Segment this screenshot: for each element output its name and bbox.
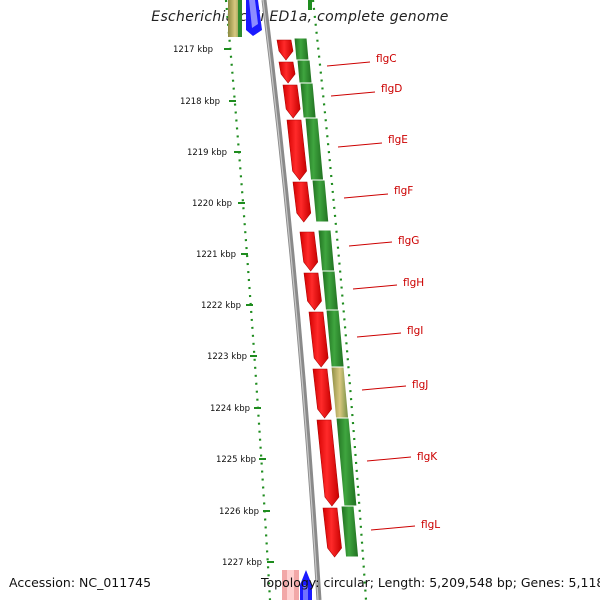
gene-label-flgF[interactable]: flgF [343, 185, 413, 199]
cds-track-segment [335, 417, 358, 507]
gene-flgH[interactable] [303, 270, 340, 311]
genome-backbone [261, 0, 322, 600]
scale-tick: 1223 kbp [207, 352, 257, 362]
gene-arrow[interactable] [278, 61, 296, 84]
bottom-neighbor-features [282, 570, 312, 600]
gene-flgC[interactable] [276, 37, 313, 84]
gene-arrow[interactable] [299, 231, 319, 272]
scale-tick: 1218 kbp [180, 97, 236, 107]
scale-tick-label: 1217 kbp [173, 45, 213, 55]
cds-track-segment [299, 82, 317, 119]
gene-arrow[interactable] [322, 507, 342, 558]
gene-flgG[interactable] [299, 229, 336, 272]
gene-label-flgC[interactable]: flgC [326, 53, 397, 67]
gene-arrow[interactable] [308, 311, 329, 368]
leader-line [361, 385, 407, 391]
top-neighbor-features [228, 0, 312, 37]
scale-tick: 1220 kbp [192, 199, 245, 209]
scale-tick-label: 1224 kbp [210, 404, 250, 414]
accession-text: Accession: NC_011745 [9, 575, 152, 590]
gene-flgE[interactable] [286, 117, 325, 181]
scale-tick: 1224 kbp [210, 404, 261, 414]
gene-arrow[interactable] [292, 181, 312, 223]
gene-label-flgE[interactable]: flgE [337, 134, 408, 148]
leader-line [370, 525, 416, 531]
genome-info-text: Topology: circular; Length: 5,209,548 bp… [261, 575, 600, 590]
leader-line [330, 91, 376, 97]
gene-arrow[interactable] [282, 84, 301, 119]
scale-tick: 1227 kbp [222, 558, 274, 568]
map-title: Escherichia coli ED1a, complete genome [151, 9, 449, 25]
scale-tick-label: 1227 kbp [222, 558, 262, 568]
gene-label-flgL[interactable]: flgL [370, 519, 440, 531]
gene-flgD[interactable] [282, 82, 317, 119]
scale-tick: 1217 kbp [173, 45, 231, 55]
cds-track-segment [304, 117, 325, 181]
gene-flgF[interactable] [292, 179, 330, 223]
gene-label-flgD[interactable]: flgD [330, 83, 402, 97]
scale-tick: 1219 kbp [187, 148, 241, 158]
gene-name-label[interactable]: flgE [388, 134, 408, 146]
gene-labels: flgC flgD flgE flgF flgG flgH flgI flgJ flgK flgL [326, 53, 440, 531]
gene-label-flgK[interactable]: flgK [366, 451, 438, 463]
scale-ticks: 1217 kbp 1218 kbp 1219 kbp 1220 kbp 1221 kbp… [173, 45, 274, 568]
leader-line [348, 241, 393, 247]
scale-tick-label: 1226 kbp [219, 507, 259, 517]
gene-arrow[interactable] [312, 368, 332, 419]
gene-arrow[interactable] [316, 419, 340, 507]
gene-features [276, 37, 360, 558]
gene-name-label[interactable]: flgJ [412, 379, 428, 391]
scale-tick-label: 1221 kbp [196, 250, 236, 260]
scale-tick: 1225 kbp [216, 455, 266, 465]
scale-tick: 1226 kbp [219, 507, 270, 517]
leader-line [352, 284, 398, 290]
cds-track-segment [311, 179, 330, 223]
gene-arrow[interactable] [276, 39, 294, 61]
gene-name-label[interactable]: flgD [381, 83, 402, 95]
leader-line [366, 456, 412, 462]
gene-name-label[interactable]: flgL [421, 519, 440, 531]
leader-line [326, 61, 371, 67]
scale-tick-label: 1222 kbp [201, 301, 241, 311]
cds-track-segment [321, 270, 340, 311]
gene-name-label[interactable]: flgF [394, 185, 413, 197]
gene-label-flgG[interactable]: flgG [348, 235, 419, 247]
cds-track-segment [330, 366, 350, 419]
gene-flgL[interactable] [322, 505, 360, 558]
scale-tick-label: 1219 kbp [187, 148, 227, 158]
leader-line [343, 193, 389, 199]
gene-name-label[interactable]: flgK [417, 451, 438, 463]
gene-arrow[interactable] [286, 119, 307, 181]
scale-tick: 1221 kbp [196, 250, 248, 260]
cds-track-segment [296, 59, 313, 84]
scale-tick-label: 1223 kbp [207, 352, 247, 362]
cds-track-segment [293, 37, 310, 61]
gene-flgI[interactable] [308, 309, 345, 368]
gene-label-flgJ[interactable]: flgJ [361, 379, 428, 391]
gene-name-label[interactable]: flgG [398, 235, 419, 247]
scale-tick: 1222 kbp [201, 301, 253, 311]
cds-track-segment [340, 505, 360, 558]
outer-dotted-ring [311, 0, 368, 600]
cds-track-segment [317, 229, 336, 272]
gene-arrow[interactable] [303, 272, 322, 311]
gene-flgJ[interactable] [312, 366, 350, 419]
leader-line [356, 332, 402, 338]
scale-tick-label: 1218 kbp [180, 97, 220, 107]
gene-name-label[interactable]: flgH [403, 277, 424, 289]
gene-flgK[interactable] [316, 417, 358, 507]
leader-line [337, 142, 383, 148]
gene-label-flgH[interactable]: flgH [352, 277, 424, 290]
gene-name-label[interactable]: flgC [376, 53, 397, 65]
scale-tick-label: 1225 kbp [216, 455, 256, 465]
gene-name-label[interactable]: flgI [407, 325, 423, 337]
scale-tick-label: 1220 kbp [192, 199, 232, 209]
cds-track-segment [325, 309, 345, 368]
gene-label-flgI[interactable]: flgI [356, 325, 423, 338]
